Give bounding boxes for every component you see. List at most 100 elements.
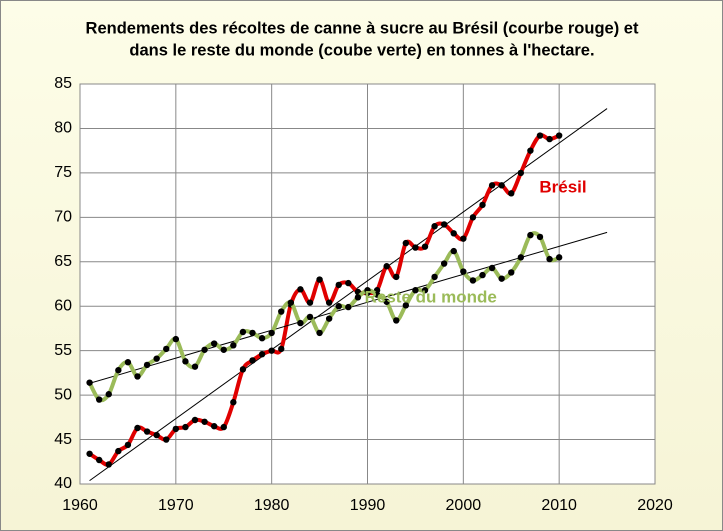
- data-point: [258, 335, 266, 342]
- data-point: [278, 345, 285, 353]
- data-point: [153, 355, 160, 362]
- data-point: [412, 287, 419, 294]
- data-point: [508, 269, 515, 276]
- data-point: [153, 431, 160, 439]
- data-point: [163, 345, 170, 353]
- data-point: [431, 273, 438, 281]
- data-point: [488, 264, 496, 272]
- y-tick-label: 60: [54, 297, 72, 314]
- data-point: [182, 358, 189, 365]
- data-point: [268, 347, 275, 354]
- x-tick-label: 1980: [254, 497, 290, 514]
- data-point: [508, 190, 515, 197]
- data-point: [373, 291, 381, 298]
- data-point: [191, 363, 199, 370]
- data-point: [460, 235, 467, 242]
- data-point: [421, 243, 429, 250]
- data-point: [393, 317, 400, 324]
- plot-border: [79, 83, 656, 485]
- series-label: Reste du monde: [365, 287, 497, 306]
- data-point: [555, 254, 563, 261]
- data-point: [249, 329, 256, 337]
- data-point: [287, 299, 295, 306]
- data-point: [440, 260, 448, 267]
- data-point: [86, 379, 93, 386]
- series-label: Brésil: [539, 177, 586, 196]
- data-point: [498, 182, 505, 189]
- data-point: [134, 424, 141, 432]
- data-point: [335, 281, 342, 289]
- data-point: [86, 450, 93, 457]
- x-tick-label: 1970: [158, 497, 194, 514]
- data-point: [345, 303, 352, 311]
- y-tick-label: 85: [54, 75, 72, 92]
- data-point: [402, 302, 410, 309]
- data-point: [306, 299, 314, 306]
- data-point: [440, 221, 448, 228]
- data-point: [325, 299, 333, 306]
- data-point: [450, 230, 457, 237]
- data-point: [239, 328, 247, 336]
- data-point: [220, 423, 227, 431]
- y-tick-label: 70: [54, 209, 72, 226]
- data-point: [210, 423, 218, 430]
- data-point: [555, 132, 563, 139]
- data-point: [498, 275, 505, 282]
- y-tick-label: 50: [54, 386, 72, 403]
- data-point: [297, 286, 304, 293]
- x-tick-label: 1990: [350, 497, 386, 514]
- data-point: [421, 287, 429, 294]
- data-point: [201, 418, 208, 425]
- data-point: [297, 319, 304, 327]
- data-point: [163, 436, 170, 443]
- data-point: [172, 425, 180, 433]
- data-point: [479, 201, 486, 209]
- data-point: [230, 342, 237, 349]
- data-point: [316, 329, 323, 337]
- y-tick-label: 80: [54, 120, 72, 137]
- data-point: [115, 447, 122, 455]
- data-point: [335, 303, 342, 310]
- data-point: [383, 263, 390, 270]
- data-point: [95, 456, 103, 464]
- data-point: [172, 335, 180, 343]
- data-point: [546, 135, 553, 143]
- data-point: [412, 244, 419, 251]
- y-tick-label: 75: [54, 164, 72, 181]
- chart-title: Rendements des récoltes de canne à sucre…: [86, 19, 639, 37]
- data-point: [210, 340, 218, 347]
- data-point: [268, 329, 275, 337]
- data-point: [383, 298, 390, 305]
- data-point: [105, 461, 112, 468]
- data-point: [393, 273, 400, 281]
- data-point: [249, 357, 256, 364]
- data-point: [517, 169, 525, 177]
- chart-title: dans le reste du monde (coube verte) en …: [129, 41, 594, 59]
- x-tick-label: 1960: [62, 497, 98, 514]
- data-point: [124, 441, 132, 449]
- data-point: [278, 308, 285, 315]
- data-point: [536, 132, 544, 139]
- x-tick-label: 2000: [446, 497, 482, 514]
- data-point: [469, 277, 477, 284]
- data-point: [536, 233, 544, 241]
- data-point: [115, 367, 122, 374]
- y-tick-label: 40: [54, 475, 72, 492]
- data-point: [201, 346, 208, 353]
- data-point: [182, 423, 189, 431]
- data-point: [354, 294, 362, 301]
- data-point: [230, 399, 237, 406]
- data-point: [124, 359, 132, 366]
- data-point: [364, 287, 371, 294]
- data-point: [527, 231, 534, 239]
- data-point: [345, 279, 352, 287]
- x-tick-label: 2020: [637, 497, 673, 514]
- data-point: [517, 254, 525, 261]
- data-point: [469, 214, 477, 221]
- data-point: [546, 255, 553, 263]
- data-point: [450, 247, 457, 255]
- data-point: [134, 373, 141, 380]
- data-point: [479, 271, 486, 279]
- x-tick-label: 2010: [541, 497, 577, 514]
